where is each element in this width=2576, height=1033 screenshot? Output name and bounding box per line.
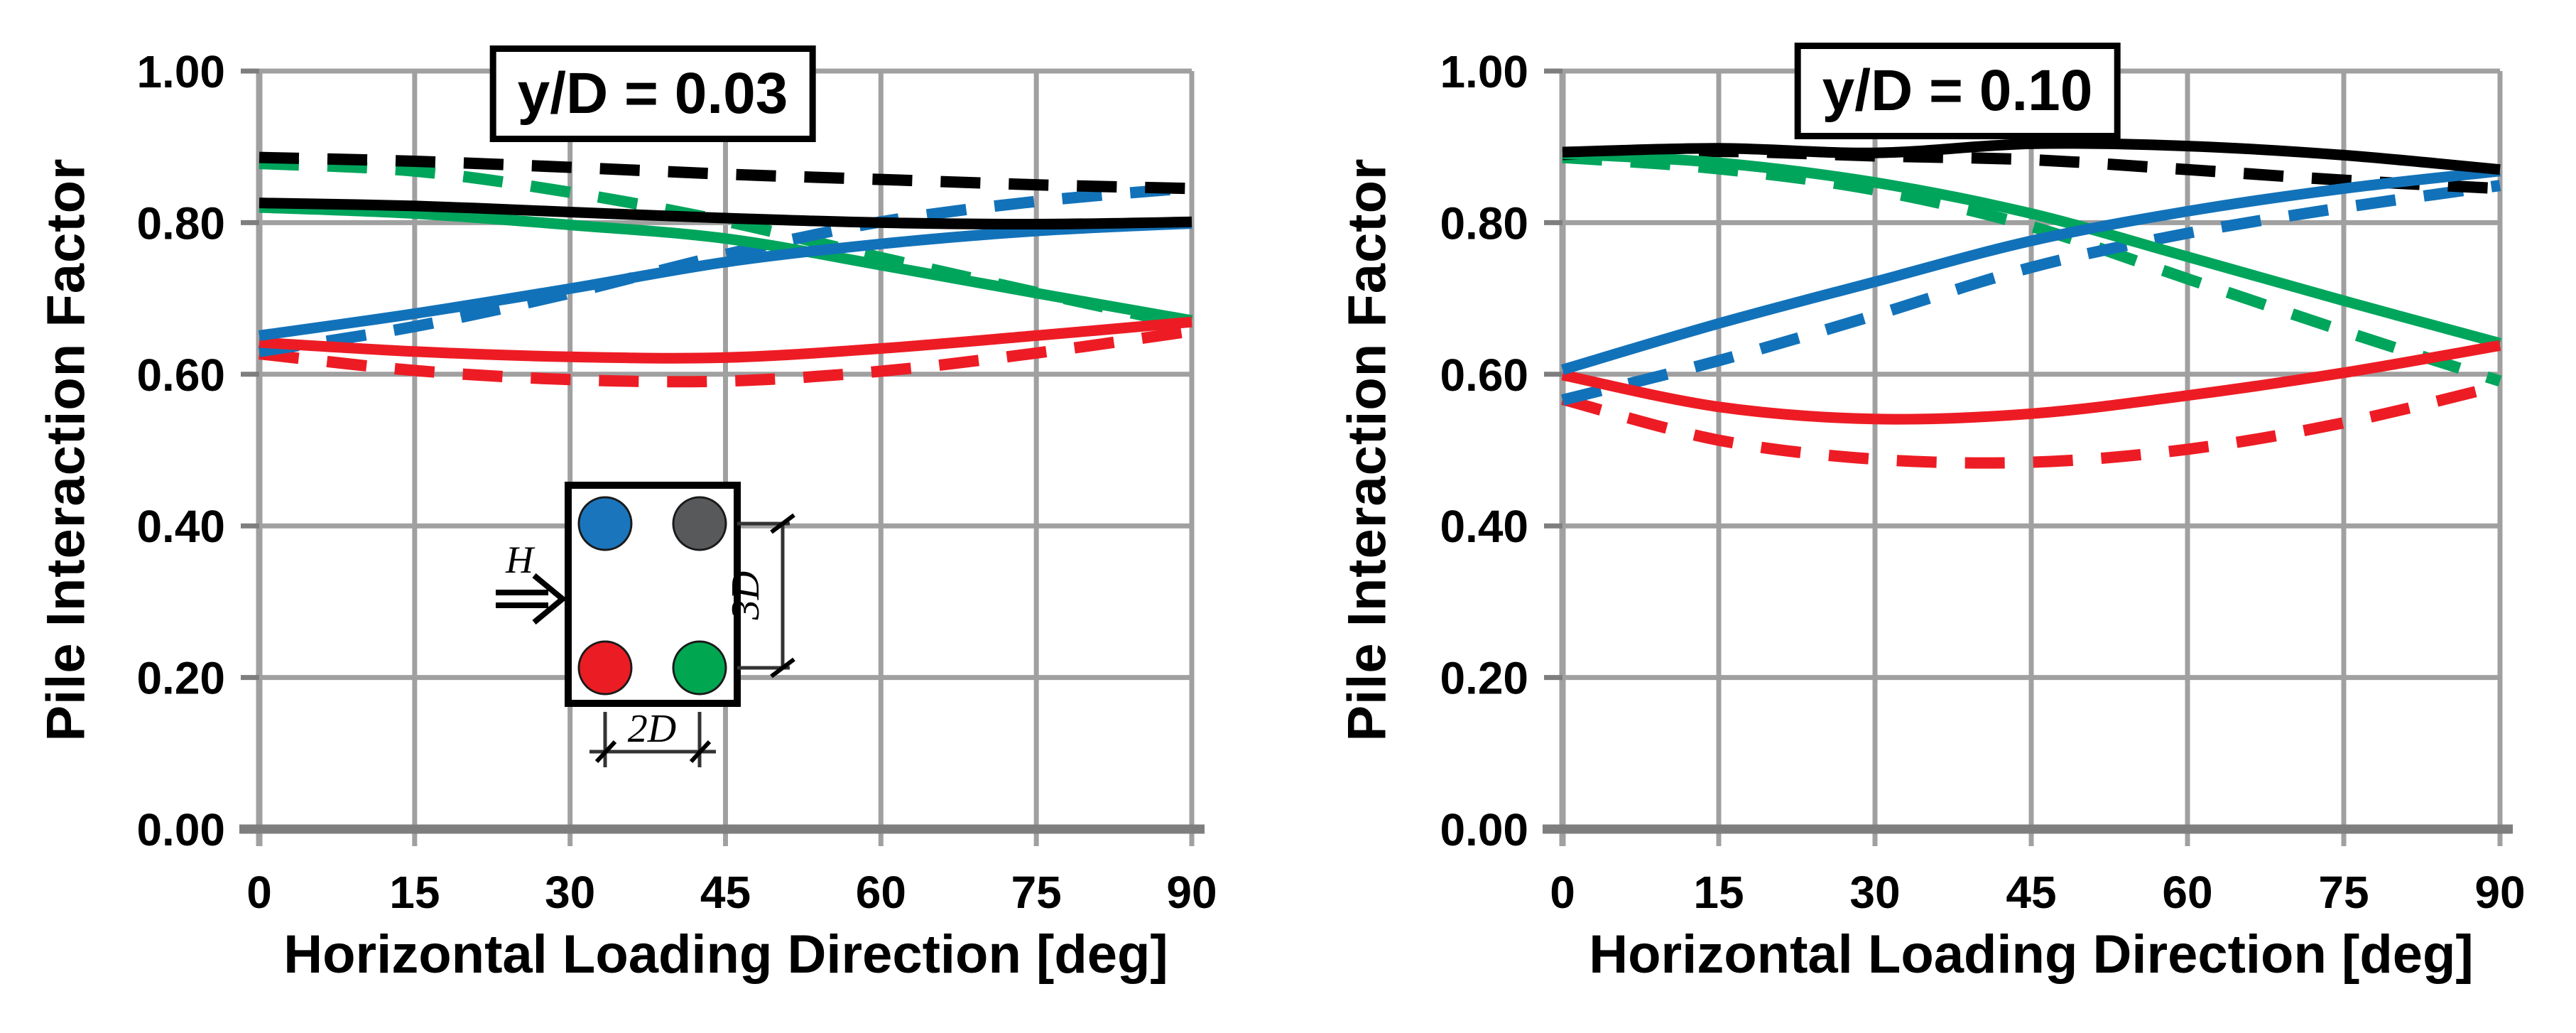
pile-circle-blue <box>577 496 633 551</box>
y-tick-label: 0.40 <box>136 501 225 552</box>
y-axis-title-right: Pile Interaction Factor <box>1337 158 1398 742</box>
y-tick-label: 0.40 <box>1440 501 1528 552</box>
x-tick-label: 0 <box>246 867 272 918</box>
y-axis-title-left: Pile Interaction Factor <box>36 158 97 742</box>
y-tick-label: 0.00 <box>136 804 225 855</box>
x-tick-label: 15 <box>389 867 440 918</box>
series-blue-dashed-curve <box>1561 180 2501 406</box>
y-tick-label: 0.60 <box>136 350 225 401</box>
horizontal-dimension-label: 2D <box>628 707 676 751</box>
vertical-dimension-ticks <box>770 513 795 678</box>
x-tick-label: 60 <box>2162 867 2212 918</box>
pile-layout-inset: H 3D 2D <box>496 482 795 767</box>
pile-circle-gray <box>672 496 727 551</box>
load-arrow-icon <box>496 573 567 625</box>
chart-title-left: y/D = 0.03 <box>489 45 816 143</box>
x-tick-label: 75 <box>1011 867 1062 918</box>
vertical-dimension-label: 3D <box>724 571 768 620</box>
y-tick-label: 0.20 <box>1440 653 1528 704</box>
x-tick-label: 0 <box>1550 867 1575 918</box>
load-arrow-label: H <box>505 539 536 581</box>
series-red-dashed-curve <box>1560 380 2501 469</box>
x-tick-label: 60 <box>856 867 906 918</box>
pile-circle-red <box>577 640 633 696</box>
pile-circle-green <box>672 640 727 696</box>
x-tick-label: 90 <box>1166 867 1217 918</box>
y-tick-label: 1.00 <box>136 46 225 97</box>
x-tick-label: 45 <box>2006 867 2056 918</box>
x-axis-title-left: Horizontal Loading Direction [deg] <box>283 924 1168 985</box>
series-red-solid-curve <box>259 316 1192 364</box>
horizontal-dimension-ticks <box>594 740 712 764</box>
x-tick-label: 30 <box>1849 867 1900 918</box>
y-tick-label: 1.00 <box>1440 46 1528 97</box>
x-tick-label: 75 <box>2318 867 2369 918</box>
x-tick-label: 15 <box>1693 867 1744 918</box>
series-green-dashed-curve <box>1562 151 2502 387</box>
series-blue-dashed-curve <box>258 182 1192 357</box>
series-black-solid-curve <box>1562 138 2501 175</box>
y-tick-label: 0.80 <box>1440 198 1528 249</box>
y-tick-label: 0.60 <box>1440 350 1528 401</box>
series-black-dashed-curve <box>259 151 1192 195</box>
series-blue-solid-curve <box>1560 166 2501 375</box>
series-black-solid-curve <box>259 198 1192 230</box>
horizontal-dimension-lines <box>589 712 716 767</box>
series-blue-solid-curve <box>258 218 1192 341</box>
x-tick-label: 30 <box>545 867 595 918</box>
series-green-solid-curve <box>1562 148 2501 349</box>
series-red-dashed-curve <box>259 325 1193 388</box>
chart-left: 1.00 0.80 0.60 0.40 0.20 0.00 0 15 30 45 60 75 90 <box>136 46 1217 918</box>
x-tick-label: 45 <box>700 867 751 918</box>
y-tick-label: 0.00 <box>1440 804 1528 855</box>
series-green-solid-curve <box>259 202 1193 326</box>
y-tick-label: 0.80 <box>136 198 225 249</box>
series-red-solid-curve <box>1561 340 2501 425</box>
x-tick-label: 90 <box>2474 867 2525 918</box>
chart-right: 1.00 0.80 0.60 0.40 0.20 0.00 0 15 30 45 60 75 90 <box>1440 46 2525 918</box>
x-axis-title-right: Horizontal Loading Direction [deg] <box>1589 924 2474 985</box>
chart-title-right: y/D = 0.10 <box>1794 43 2121 140</box>
y-tick-label: 0.20 <box>136 653 225 704</box>
